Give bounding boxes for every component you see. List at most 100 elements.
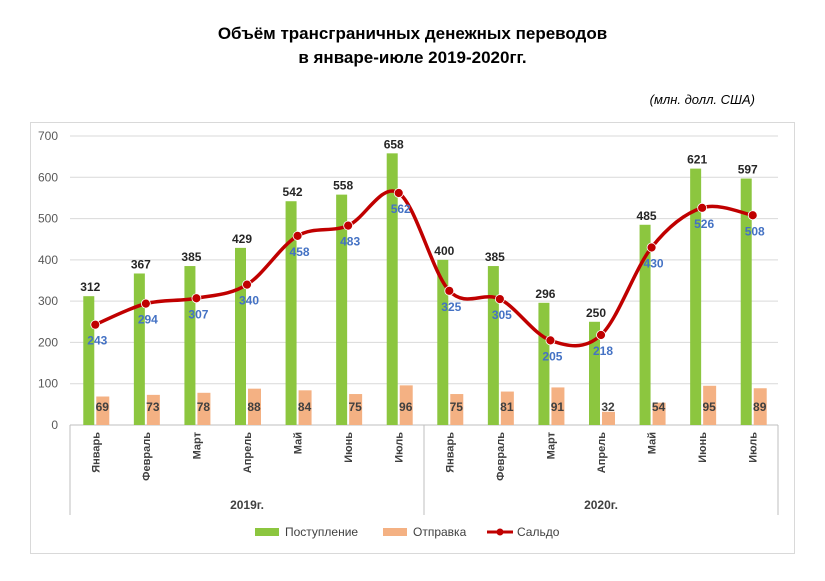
category-label: Январь	[444, 432, 456, 473]
outflow-data-label: 96	[399, 400, 413, 414]
bar-inflow	[336, 194, 348, 425]
bar-inflow	[285, 201, 297, 425]
inflow-data-label: 385	[485, 250, 505, 264]
inflow-data-label: 400	[434, 244, 454, 258]
bar-inflow	[83, 296, 95, 425]
balance-data-label: 243	[87, 334, 107, 348]
bar-outflow	[399, 385, 413, 425]
category-label: Май	[647, 432, 659, 454]
group-label: 2019г.	[230, 498, 264, 512]
balance-marker	[545, 335, 556, 346]
bar-outflow	[146, 394, 160, 425]
bar-inflow	[133, 273, 145, 425]
outflow-data-label: 32	[601, 400, 615, 414]
balance-data-label: 483	[340, 235, 360, 249]
category-label: Апрель	[242, 432, 254, 473]
title-line-2: в январе-июле 2019-2020гг.	[298, 48, 527, 67]
balance-data-label: 340	[239, 294, 259, 308]
category-label: Май	[293, 432, 305, 454]
y-tick-label: 0	[51, 418, 58, 432]
balance-data-label: 307	[188, 307, 208, 321]
legend-marker	[496, 528, 504, 536]
inflow-data-label: 385	[181, 250, 201, 264]
inflow-data-label: 558	[333, 179, 353, 193]
bar-outflow	[298, 390, 312, 425]
bar-outflow	[703, 385, 717, 425]
inflow-data-label: 485	[637, 209, 657, 223]
bar-inflow	[184, 266, 196, 425]
inflow-data-label: 367	[131, 257, 151, 271]
bar-inflow	[487, 266, 499, 425]
units-label: (млн. долл. США)	[649, 92, 755, 107]
y-tick-label: 500	[38, 212, 58, 226]
y-tick-label: 200	[38, 335, 58, 349]
balance-marker	[242, 279, 252, 290]
category-label: Февраль	[141, 432, 153, 481]
inflow-data-label: 621	[687, 153, 707, 167]
category-label: Февраль	[495, 432, 507, 481]
inflow-data-label: 250	[586, 306, 606, 320]
legend-label: Сальдо	[517, 525, 560, 539]
legend-label: Отправка	[413, 525, 467, 539]
balance-marker	[747, 210, 758, 221]
bar-outflow	[551, 387, 565, 425]
outflow-data-label: 95	[702, 400, 716, 414]
chart-title: Объём трансграничных денежных переводов …	[0, 22, 825, 70]
inflow-data-label: 296	[535, 287, 555, 301]
outflow-data-label: 81	[500, 400, 514, 414]
category-label: Июль	[748, 432, 760, 463]
bar-inflow	[690, 168, 702, 425]
balance-data-label: 218	[593, 344, 613, 358]
bar-inflow	[386, 153, 398, 425]
balance-line	[94, 189, 754, 348]
balance-data-label: 526	[694, 217, 714, 231]
outflow-data-label: 75	[450, 400, 464, 414]
group-label: 2020г.	[584, 498, 618, 512]
bar-inflow	[740, 178, 752, 425]
bar-outflow	[197, 392, 211, 425]
outflow-data-label: 84	[298, 400, 312, 414]
category-label: Март	[545, 431, 557, 459]
bar-outflow	[753, 388, 767, 425]
outflow-data-label: 54	[652, 400, 666, 414]
balance-data-label: 205	[542, 349, 562, 363]
balance-marker	[292, 231, 303, 241]
balance-marker	[90, 319, 101, 330]
category-label: Январь	[90, 432, 102, 473]
balance-data-label: 325	[441, 300, 461, 314]
bar-outflow	[96, 396, 110, 425]
bar-outflow	[450, 394, 464, 425]
balance-marker	[393, 188, 404, 198]
bar-outflow	[248, 388, 261, 425]
legend-label: Поступление	[285, 525, 358, 539]
bar-inflow	[639, 224, 651, 425]
outflow-data-label: 78	[197, 400, 211, 414]
outflow-data-label: 89	[753, 400, 767, 414]
balance-marker	[646, 242, 657, 253]
y-tick-label: 700	[38, 129, 58, 143]
balance-marker	[596, 330, 606, 340]
outflow-data-label: 69	[96, 400, 110, 414]
bar-inflow	[538, 302, 550, 425]
category-label: Март	[191, 431, 203, 459]
chart-frame	[30, 122, 795, 554]
y-tick-label: 600	[38, 170, 58, 184]
category-label: Апрель	[596, 432, 608, 473]
bar-outflow	[602, 411, 615, 425]
outflow-data-label: 88	[247, 400, 261, 414]
outflow-data-label: 75	[348, 400, 362, 414]
balance-marker	[444, 285, 455, 296]
balance-marker	[191, 293, 202, 304]
balance-data-label: 305	[492, 308, 512, 322]
inflow-data-label: 429	[232, 232, 252, 246]
bar-inflow	[235, 247, 246, 425]
category-label: Июнь	[343, 432, 355, 463]
legend-swatch	[383, 528, 407, 536]
inflow-data-label: 597	[738, 163, 758, 177]
title-line-1: Объём трансграничных денежных переводов	[217, 24, 608, 43]
legend-swatch	[255, 528, 279, 536]
category-label: Июнь	[697, 432, 709, 463]
balance-marker	[697, 202, 708, 213]
bar-outflow	[500, 391, 514, 425]
